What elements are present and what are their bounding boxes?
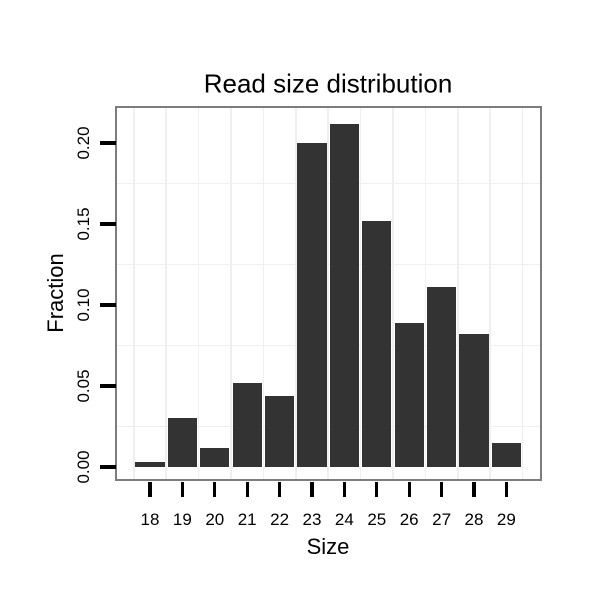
bar-25 xyxy=(362,220,392,467)
x-tick-label: 26 xyxy=(399,510,419,529)
bar-23 xyxy=(297,143,327,467)
bar-29 xyxy=(491,442,521,467)
y-tick-label: 0.20 xyxy=(74,126,93,160)
bar-18 xyxy=(135,462,165,467)
y-tick-mark xyxy=(100,303,116,307)
minor-gridline-horizontal xyxy=(117,425,540,428)
minor-gridline-vertical xyxy=(392,108,394,479)
minor-gridline-vertical xyxy=(262,108,265,479)
y-tick-label: 0.10 xyxy=(74,288,93,322)
minor-gridline-vertical xyxy=(197,108,200,479)
x-tick-label: 23 xyxy=(302,510,322,529)
y-tick-label: 0.05 xyxy=(74,369,93,403)
minor-gridline-horizontal xyxy=(117,344,540,347)
x-tick-mark xyxy=(342,482,347,497)
minor-gridline-vertical xyxy=(295,108,297,479)
minor-gridline-horizontal xyxy=(117,263,540,266)
minor-gridline-vertical xyxy=(521,108,524,479)
x-axis-title: Size xyxy=(306,534,350,559)
y-tick-mark xyxy=(100,384,116,388)
x-tick-mark xyxy=(277,482,282,497)
x-tick-mark xyxy=(407,482,411,497)
y-tick-label: 0.00 xyxy=(74,450,93,484)
plot-panel-border xyxy=(115,106,542,481)
minor-gridline-vertical xyxy=(230,108,232,479)
minor-gridline-horizontal xyxy=(117,182,540,185)
y-tick-label: 0.15 xyxy=(74,207,93,241)
x-tick-mark xyxy=(310,482,314,497)
y-tick-mark xyxy=(100,465,116,469)
x-tick-label: 28 xyxy=(464,510,484,529)
chart-title: Read size distribution xyxy=(203,68,453,99)
x-tick-label: 25 xyxy=(367,510,387,529)
x-tick-label: 21 xyxy=(237,510,257,529)
minor-gridline-vertical xyxy=(327,108,329,479)
x-tick-label: 18 xyxy=(140,510,160,529)
minor-gridline-vertical xyxy=(424,108,427,479)
bar-21 xyxy=(232,382,262,467)
x-tick-label: 29 xyxy=(496,510,516,529)
x-tick-mark xyxy=(213,482,217,497)
bar-27 xyxy=(427,287,457,467)
x-tick-mark xyxy=(245,482,249,497)
minor-gridline-vertical xyxy=(457,108,459,479)
x-tick-mark xyxy=(180,482,185,497)
x-tick-mark xyxy=(504,482,509,497)
minor-gridline-vertical xyxy=(359,108,362,479)
minor-gridline-vertical xyxy=(489,108,491,479)
bar-24 xyxy=(329,123,359,467)
bar-19 xyxy=(167,418,197,467)
x-tick-label: 22 xyxy=(270,510,290,529)
x-tick-mark xyxy=(439,482,444,497)
x-tick-label: 19 xyxy=(172,510,192,529)
x-tick-label: 20 xyxy=(205,510,225,529)
bar-22 xyxy=(265,395,295,467)
bar-20 xyxy=(200,447,230,467)
x-tick-label: 24 xyxy=(334,510,354,529)
y-axis-title: Fraction xyxy=(43,253,68,333)
y-tick-mark xyxy=(100,222,116,226)
bar-28 xyxy=(459,334,489,467)
x-tick-label: 27 xyxy=(432,510,452,529)
y-tick-mark xyxy=(100,141,116,145)
x-tick-mark xyxy=(148,482,152,497)
x-tick-mark xyxy=(375,482,379,497)
x-tick-mark xyxy=(472,482,476,497)
minor-gridline-vertical xyxy=(165,108,167,479)
bar-26 xyxy=(394,322,424,467)
minor-gridline-vertical xyxy=(133,108,135,479)
